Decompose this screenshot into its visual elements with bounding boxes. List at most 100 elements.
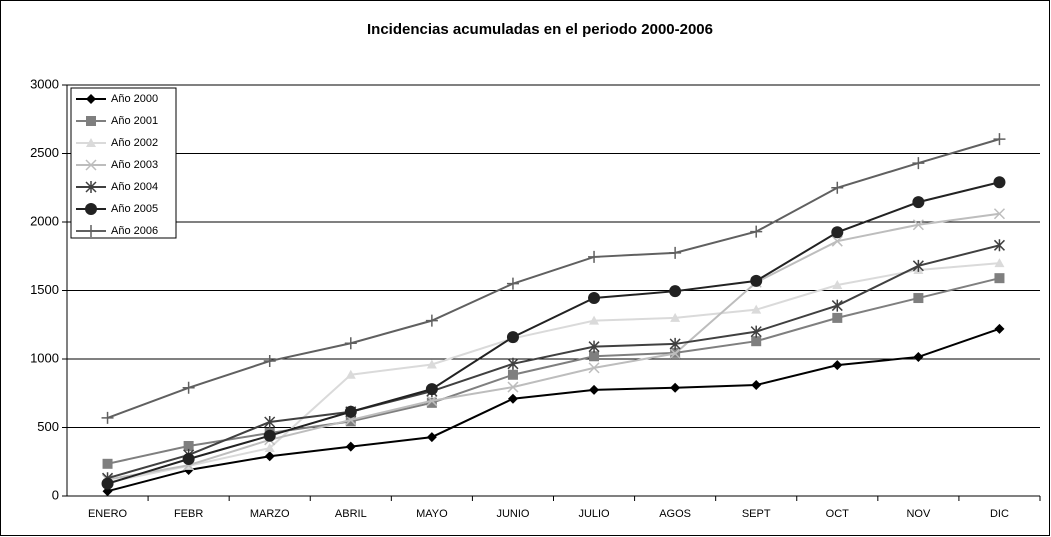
marker (993, 176, 1006, 189)
x-tick-label: DIC (990, 508, 1009, 520)
marker (507, 369, 518, 380)
marker (86, 138, 96, 147)
x-tick-label: JULIO (578, 508, 610, 520)
marker (993, 239, 1005, 252)
marker (669, 337, 681, 350)
legend-label: Año 2006 (111, 225, 158, 237)
marker (507, 393, 518, 404)
marker (86, 94, 96, 104)
marker (86, 116, 96, 126)
marker (345, 416, 356, 427)
series-line (107, 327, 1000, 493)
marker (993, 133, 1006, 146)
marker (750, 225, 763, 238)
marker (751, 336, 762, 347)
marker (507, 357, 519, 370)
y-tick-label: 0 (52, 487, 59, 502)
series-line (107, 262, 1000, 484)
y-tick-label: 3000 (30, 76, 59, 91)
marker (182, 453, 195, 466)
marker (589, 384, 600, 395)
marker (913, 351, 924, 362)
marker (994, 273, 1005, 284)
x-tick-label: OCT (826, 508, 850, 520)
marker (264, 416, 276, 429)
marker (263, 429, 276, 442)
marker (426, 359, 437, 369)
marker (831, 226, 844, 239)
legend-label: Año 2000 (111, 93, 158, 105)
marker (670, 382, 681, 393)
marker (102, 458, 113, 469)
marker (588, 292, 601, 305)
marker (589, 351, 600, 362)
x-tick-label: MARZO (250, 508, 290, 520)
marker (832, 312, 843, 323)
series-line (107, 138, 1000, 419)
marker (182, 381, 195, 394)
marker (669, 246, 682, 259)
series-line (107, 277, 1000, 465)
marker (85, 181, 97, 193)
marker (589, 315, 600, 325)
marker (507, 381, 519, 393)
marker (101, 411, 114, 424)
legend-label: Año 2003 (111, 159, 158, 171)
marker (345, 441, 356, 452)
marker (426, 432, 437, 443)
marker (264, 451, 275, 462)
marker (426, 397, 437, 408)
marker (506, 277, 519, 290)
x-tick-label: NOV (906, 508, 931, 520)
marker (85, 203, 97, 215)
x-tick-label: MAYO (416, 508, 448, 520)
marker (831, 181, 844, 194)
marker (588, 362, 600, 374)
legend-label: Año 2004 (111, 181, 158, 193)
legend-label: Año 2002 (111, 137, 158, 149)
series-line (107, 212, 1000, 481)
x-tick-label: ENERO (88, 508, 128, 520)
marker (751, 380, 762, 391)
x-tick-label: ABRIL (335, 508, 367, 520)
marker (264, 443, 275, 453)
y-tick-label: 500 (37, 419, 59, 434)
marker (832, 360, 843, 371)
marker (425, 383, 438, 396)
marker (832, 280, 843, 290)
series-line (107, 244, 1000, 480)
marker (912, 196, 925, 209)
marker (669, 285, 682, 298)
marker (506, 331, 519, 344)
y-tick-label: 1500 (30, 282, 59, 297)
marker (994, 323, 1005, 334)
x-tick-label: AGOS (659, 508, 691, 520)
marker (994, 258, 1005, 268)
marker (831, 299, 843, 312)
x-tick-label: SEPT (742, 508, 771, 520)
marker (85, 225, 97, 237)
legend-label: Año 2005 (111, 203, 158, 215)
marker (912, 259, 924, 272)
y-tick-label: 1000 (30, 350, 59, 365)
marker (426, 395, 438, 407)
chart-title: Incidencias acumuladas en el periodo 200… (367, 21, 713, 38)
x-tick-label: JUNIO (496, 508, 529, 520)
marker (993, 208, 1005, 220)
marker (101, 477, 114, 490)
marker (751, 304, 762, 314)
marker (425, 314, 438, 327)
marker (912, 157, 925, 170)
marker (183, 440, 194, 451)
marker (588, 340, 600, 353)
marker (750, 274, 763, 287)
y-tick-label: 2500 (30, 145, 59, 160)
marker (669, 347, 681, 360)
marker (344, 405, 357, 418)
marker (750, 325, 762, 338)
marker (670, 312, 681, 322)
marker (912, 219, 924, 231)
marker (913, 293, 924, 304)
